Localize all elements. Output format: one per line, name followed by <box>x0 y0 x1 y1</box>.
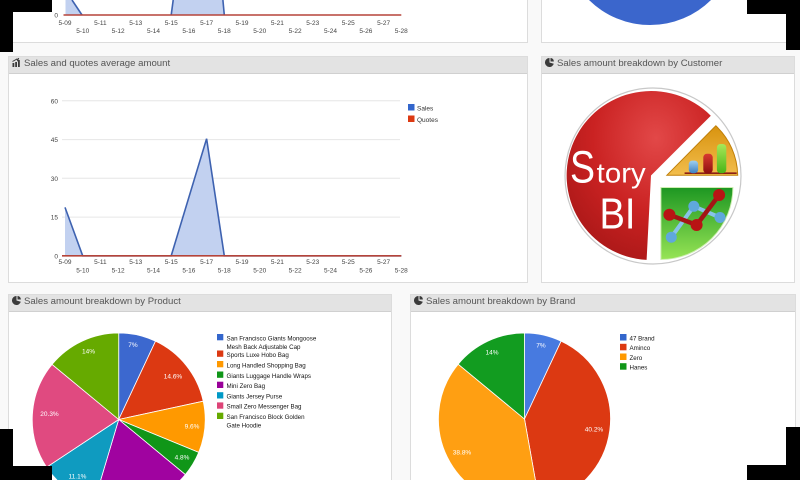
svg-text:30: 30 <box>51 176 59 183</box>
svg-text:5-13: 5-13 <box>129 20 142 27</box>
svg-text:15: 15 <box>51 215 59 222</box>
svg-text:Giants Luggage Handle Wraps: Giants Luggage Handle Wraps <box>227 373 312 380</box>
svg-text:Mesh Back Adjustable Cap: Mesh Back Adjustable Cap <box>227 344 302 351</box>
svg-text:60: 60 <box>51 98 59 105</box>
svg-text:5-09: 5-09 <box>58 20 71 27</box>
svg-text:0: 0 <box>54 253 58 260</box>
svg-text:5-24: 5-24 <box>324 268 337 275</box>
svg-text:5-20: 5-20 <box>253 268 266 275</box>
svg-text:14%: 14% <box>485 350 498 357</box>
svg-text:Gate Hoodie: Gate Hoodie <box>227 423 262 430</box>
svg-text:5-15: 5-15 <box>165 20 178 27</box>
svg-text:7%: 7% <box>128 342 138 349</box>
svg-text:5-23: 5-23 <box>306 20 319 27</box>
svg-text:5-26: 5-26 <box>359 28 372 35</box>
svg-text:5-23: 5-23 <box>306 259 319 266</box>
svg-text:5-12: 5-12 <box>112 28 125 35</box>
svg-text:5-19: 5-19 <box>235 20 248 27</box>
svg-text:5-21: 5-21 <box>271 20 284 27</box>
svg-text:9.6%: 9.6% <box>185 424 200 431</box>
svg-text:5-18: 5-18 <box>218 268 231 275</box>
svg-text:Long Handled Shopping Bag: Long Handled Shopping Bag <box>227 362 307 369</box>
svg-text:5-25: 5-25 <box>342 259 355 266</box>
svg-text:5-28: 5-28 <box>395 28 408 35</box>
svg-text:5-18: 5-18 <box>218 28 231 35</box>
svg-text:5-22: 5-22 <box>289 268 302 275</box>
svg-text:5-17: 5-17 <box>200 259 213 266</box>
svg-text:Quotes: Quotes <box>417 117 439 124</box>
svg-text:BI: BI <box>600 190 636 239</box>
svg-text:38.8%: 38.8% <box>453 450 472 457</box>
svg-text:0: 0 <box>54 13 58 20</box>
svg-text:5-11: 5-11 <box>94 20 107 27</box>
svg-text:5-20: 5-20 <box>253 28 266 35</box>
svg-text:5-16: 5-16 <box>182 28 195 35</box>
svg-text:45: 45 <box>51 137 59 144</box>
svg-text:20.3%: 20.3% <box>40 411 59 418</box>
svg-text:5-26: 5-26 <box>359 268 372 275</box>
svg-text:11.1%: 11.1% <box>69 474 87 480</box>
svg-text:5-27: 5-27 <box>377 259 390 266</box>
svg-text:tory: tory <box>597 158 646 189</box>
svg-text:5-12: 5-12 <box>112 268 125 275</box>
svg-text:5-22: 5-22 <box>289 28 302 35</box>
svg-text:S: S <box>570 142 595 193</box>
svg-text:5-17: 5-17 <box>200 20 213 27</box>
svg-text:14.6%: 14.6% <box>164 374 183 381</box>
svg-text:5-10: 5-10 <box>76 28 89 35</box>
svg-text:San Francisco Block Golden: San Francisco Block Golden <box>227 414 306 421</box>
svg-text:5-25: 5-25 <box>342 20 355 27</box>
svg-text:5-16: 5-16 <box>182 268 195 275</box>
svg-text:5-13: 5-13 <box>129 259 142 266</box>
svg-text:5-14: 5-14 <box>147 268 160 275</box>
svg-text:40.2%: 40.2% <box>585 427 604 434</box>
svg-text:Aminco: Aminco <box>630 345 651 352</box>
svg-text:5-14: 5-14 <box>147 28 160 35</box>
svg-text:14%: 14% <box>82 349 95 356</box>
svg-text:47 Brand: 47 Brand <box>630 335 656 342</box>
svg-text:5-27: 5-27 <box>377 20 390 27</box>
svg-text:5-19: 5-19 <box>235 259 248 266</box>
svg-text:Zero: Zero <box>630 355 643 362</box>
svg-text:5-15: 5-15 <box>165 259 178 266</box>
svg-text:5-21: 5-21 <box>271 259 284 266</box>
svg-text:Giants Jersey Purse: Giants Jersey Purse <box>227 394 283 401</box>
svg-text:5-10: 5-10 <box>76 268 89 275</box>
svg-text:Small Zero Messenger Bag: Small Zero Messenger Bag <box>227 404 303 411</box>
svg-text:Hanes: Hanes <box>630 365 648 372</box>
svg-text:5-11: 5-11 <box>94 259 107 266</box>
svg-text:5-09: 5-09 <box>58 259 71 266</box>
svg-text:5-28: 5-28 <box>395 268 408 275</box>
svg-text:4.8%: 4.8% <box>175 455 190 462</box>
svg-text:Sales: Sales <box>417 105 434 112</box>
svg-text:Sports Luxe Hobo Bag: Sports Luxe Hobo Bag <box>227 352 290 359</box>
svg-text:San Francisco Giants Mongoose: San Francisco Giants Mongoose <box>227 335 317 342</box>
svg-text:Mini Zero Bag: Mini Zero Bag <box>227 383 266 390</box>
svg-text:7%: 7% <box>536 343 546 350</box>
svg-text:5-24: 5-24 <box>324 28 337 35</box>
